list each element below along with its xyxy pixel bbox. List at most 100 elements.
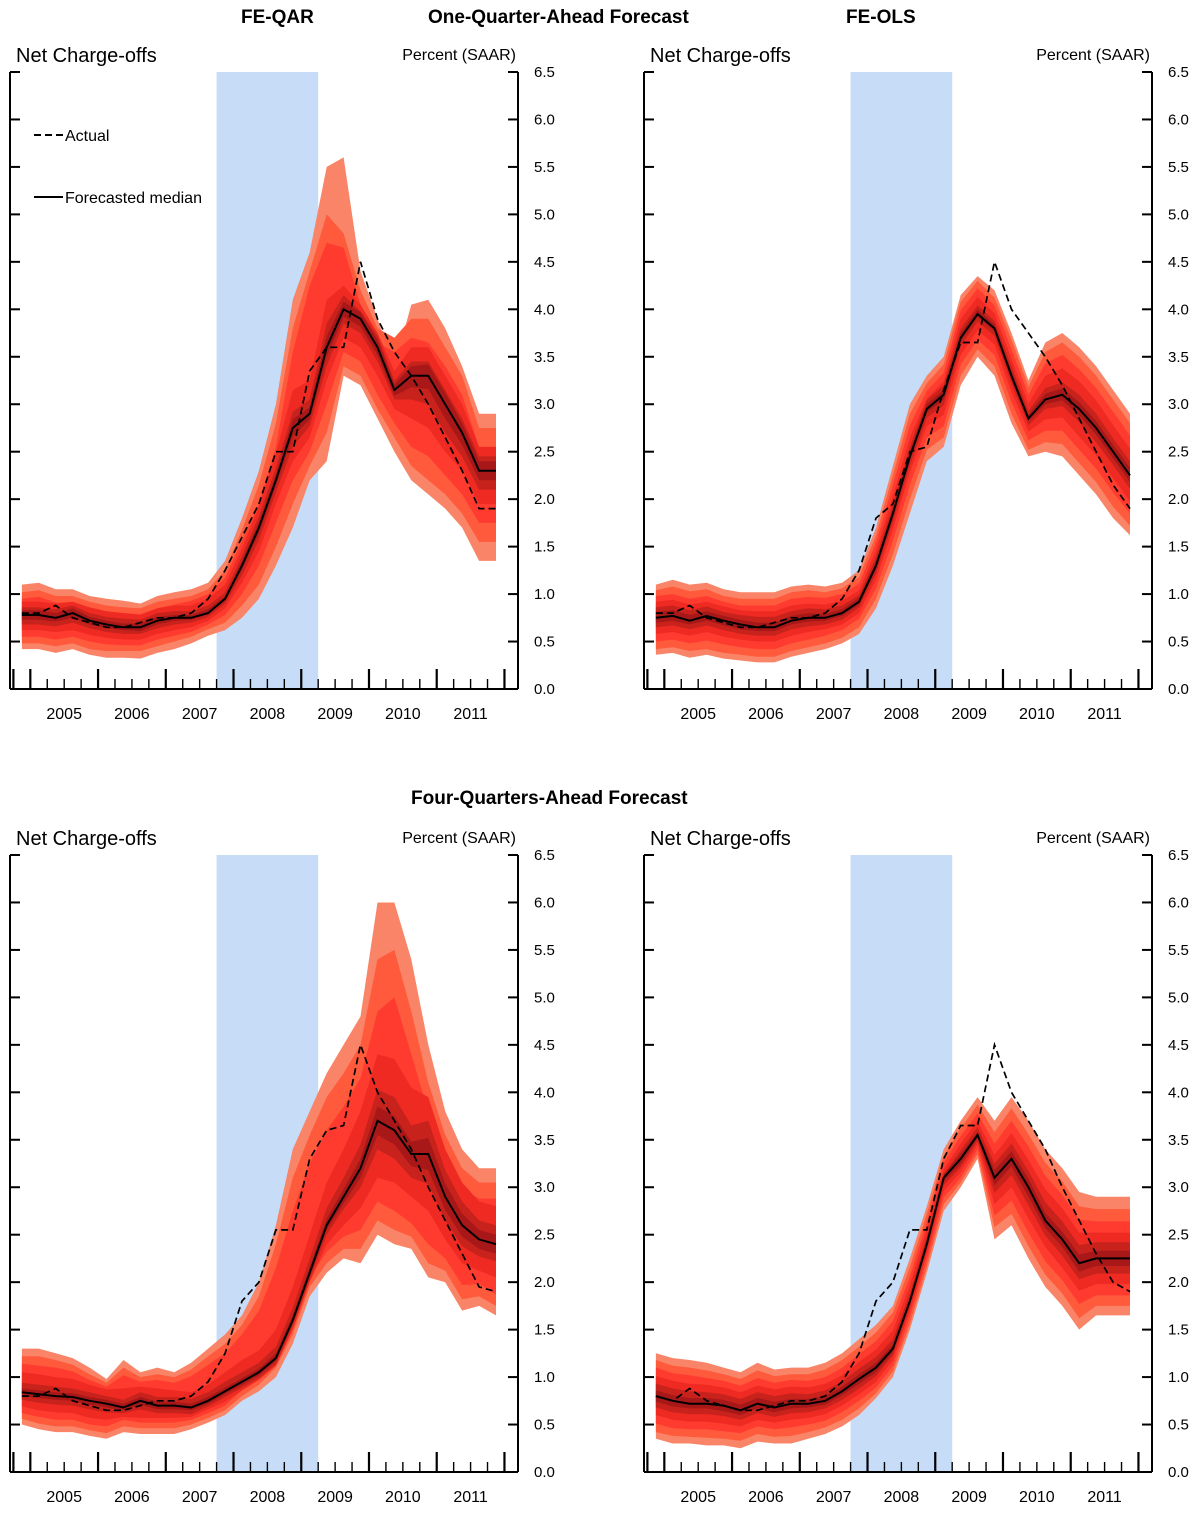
y-tick-label: 1.5 <box>1168 1322 1189 1339</box>
x-tick-label: 2011 <box>1087 706 1122 723</box>
x-tick-label: 2008 <box>250 1489 286 1506</box>
y-tick-label: 4.0 <box>534 301 555 318</box>
y-tick-label: 6.0 <box>534 894 555 911</box>
y-tick-label: 3.5 <box>1168 1132 1189 1149</box>
y-tick-label: 6.0 <box>534 111 555 128</box>
y-tick-label: 0.0 <box>1168 681 1189 698</box>
y-tick-label: 1.0 <box>534 1369 555 1386</box>
y-tick-label: 1.5 <box>534 539 555 556</box>
y-tick-label: 4.5 <box>1168 254 1189 271</box>
x-tick-label: 2005 <box>680 1489 716 1506</box>
legend-actual-label: Actual <box>65 128 109 145</box>
y-tick-label: 0.5 <box>1168 634 1189 651</box>
chart-panel-four-q-ols: 0.0 0.5 1.0 1.5 2.0 2.5 3.0 3.5 4.0 4.5 5.0 5.5 6.0 6… <box>634 819 1194 1539</box>
x-tick-label: 2006 <box>748 1489 784 1506</box>
y-axis-label: Percent (SAAR) <box>1036 47 1150 64</box>
actual-line <box>21 261 496 629</box>
y-tick-label: 6.5 <box>1168 64 1189 81</box>
forecast-band-4 <box>21 285 497 640</box>
y-tick-label: 6.5 <box>534 847 555 864</box>
chart-svg: 0.0 0.5 1.0 1.5 2.0 2.5 3.0 3.5 4.0 4.5 5.0 5.5 6.0 6… <box>643 45 1189 723</box>
y-tick-label: 3.0 <box>1168 1179 1189 1196</box>
x-tick-label: 2010 <box>1019 1489 1055 1506</box>
y-tick-label: 0.5 <box>1168 1417 1189 1434</box>
x-tick-label: 2009 <box>317 706 353 723</box>
forecast-median-line <box>21 1119 497 1409</box>
y-tick-label: 5.0 <box>1168 206 1189 223</box>
y-tick-label: 5.5 <box>1168 159 1189 176</box>
y-tick-label: 5.5 <box>534 942 555 959</box>
x-tick-label: 2011 <box>1087 1489 1122 1506</box>
x-tick-label: 2006 <box>114 1489 150 1506</box>
chart-panel-one-q-ols: 0.0 0.5 1.0 1.5 2.0 2.5 3.0 3.5 4.0 4.5 5.0 5.5 6.0 6… <box>634 36 1194 756</box>
y-tick-label: 6.5 <box>1168 847 1189 864</box>
y-tick-label: 4.0 <box>1168 1084 1189 1101</box>
header-fe-qar: FE-QAR <box>241 7 314 28</box>
y-axis-label: Percent (SAAR) <box>402 47 516 64</box>
forecast-median-line <box>21 307 496 629</box>
y-tick-label: 4.5 <box>534 254 555 271</box>
y-tick-label: 4.0 <box>534 1084 555 1101</box>
chart-title: Net Charge-offs <box>650 45 791 67</box>
y-tick-label: 2.0 <box>534 1274 555 1291</box>
legend-median-label: Forecasted median <box>65 190 202 207</box>
y-tick-label: 2.5 <box>1168 1227 1189 1244</box>
y-tick-label: 1.0 <box>1168 586 1189 603</box>
x-tick-label: 2007 <box>816 706 852 723</box>
chart-title: Net Charge-offs <box>650 828 791 850</box>
y-tick-label: 0.5 <box>534 634 555 651</box>
y-tick-label: 4.5 <box>534 1037 555 1054</box>
y-tick-label: 2.5 <box>1168 444 1189 461</box>
x-tick-label: 2009 <box>951 1489 987 1506</box>
x-tick-label: 2008 <box>250 706 286 723</box>
y-tick-label: 6.0 <box>1168 894 1189 911</box>
y-tick-label: 5.0 <box>1168 989 1189 1006</box>
y-tick-label: 4.5 <box>1168 1037 1189 1054</box>
x-tick-label: 2011 <box>453 706 488 723</box>
x-tick-label: 2011 <box>453 1489 488 1506</box>
x-tick-label: 2009 <box>317 1489 353 1506</box>
y-tick-label: 1.0 <box>1168 1369 1189 1386</box>
y-tick-label: 3.5 <box>534 349 555 366</box>
y-tick-label: 5.5 <box>534 159 555 176</box>
y-tick-label: 5.5 <box>1168 942 1189 959</box>
x-tick-label: 2008 <box>884 1489 920 1506</box>
y-tick-label: 2.0 <box>1168 491 1189 508</box>
forecast-median-line <box>655 312 1131 629</box>
x-tick-label: 2007 <box>816 1489 852 1506</box>
header-four-quarters-ahead: Four-Quarters-Ahead Forecast <box>411 788 688 809</box>
y-tick-label: 0.0 <box>534 1464 555 1481</box>
y-tick-label: 6.5 <box>534 64 555 81</box>
x-tick-label: 2010 <box>385 1489 421 1506</box>
y-tick-label: 1.5 <box>1168 539 1189 556</box>
x-tick-label: 2008 <box>884 706 920 723</box>
y-tick-label: 0.5 <box>534 1417 555 1434</box>
x-tick-label: 2005 <box>46 1489 82 1506</box>
y-tick-label: 2.5 <box>534 1227 555 1244</box>
y-tick-label: 2.0 <box>1168 1274 1189 1291</box>
x-tick-label: 2005 <box>680 706 716 723</box>
y-axis-label: Percent (SAAR) <box>402 830 516 847</box>
y-tick-label: 3.0 <box>1168 396 1189 413</box>
y-tick-label: 3.5 <box>534 1132 555 1149</box>
x-tick-label: 2009 <box>951 706 987 723</box>
y-tick-label: 0.0 <box>1168 1464 1189 1481</box>
y-tick-label: 6.0 <box>1168 111 1189 128</box>
chart-title: Net Charge-offs <box>16 828 157 850</box>
y-tick-label: 2.5 <box>534 444 555 461</box>
y-tick-label: 5.0 <box>534 206 555 223</box>
chart-svg: 0.0 0.5 1.0 1.5 2.0 2.5 3.0 3.5 4.0 4.5 5.0 5.5 6.0 6… <box>9 45 555 723</box>
x-tick-label: 2005 <box>46 706 82 723</box>
y-tick-label: 3.0 <box>534 396 555 413</box>
y-axis-label: Percent (SAAR) <box>1036 830 1150 847</box>
y-tick-label: 2.0 <box>534 491 555 508</box>
actual-line <box>21 1041 497 1412</box>
x-tick-label: 2006 <box>748 706 784 723</box>
x-tick-label: 2007 <box>182 706 218 723</box>
x-tick-label: 2010 <box>385 706 421 723</box>
y-tick-label: 3.5 <box>1168 349 1189 366</box>
forecast-band-3 <box>655 1113 1130 1434</box>
chart-panel-one-q-qar: 0.0 0.5 1.0 1.5 2.0 2.5 3.0 3.5 4.0 4.5 5.0 5.5 6.0 6… <box>0 36 560 756</box>
y-tick-label: 1.0 <box>534 586 555 603</box>
y-tick-label: 3.0 <box>534 1179 555 1196</box>
